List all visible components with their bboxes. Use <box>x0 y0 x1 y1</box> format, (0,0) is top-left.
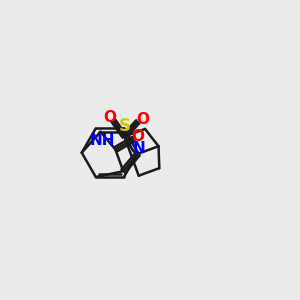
Text: O: O <box>131 129 144 144</box>
Text: O: O <box>136 112 149 127</box>
Text: NH: NH <box>89 133 115 148</box>
Text: N: N <box>133 141 146 156</box>
Text: S: S <box>118 117 130 135</box>
Text: O: O <box>103 110 116 125</box>
